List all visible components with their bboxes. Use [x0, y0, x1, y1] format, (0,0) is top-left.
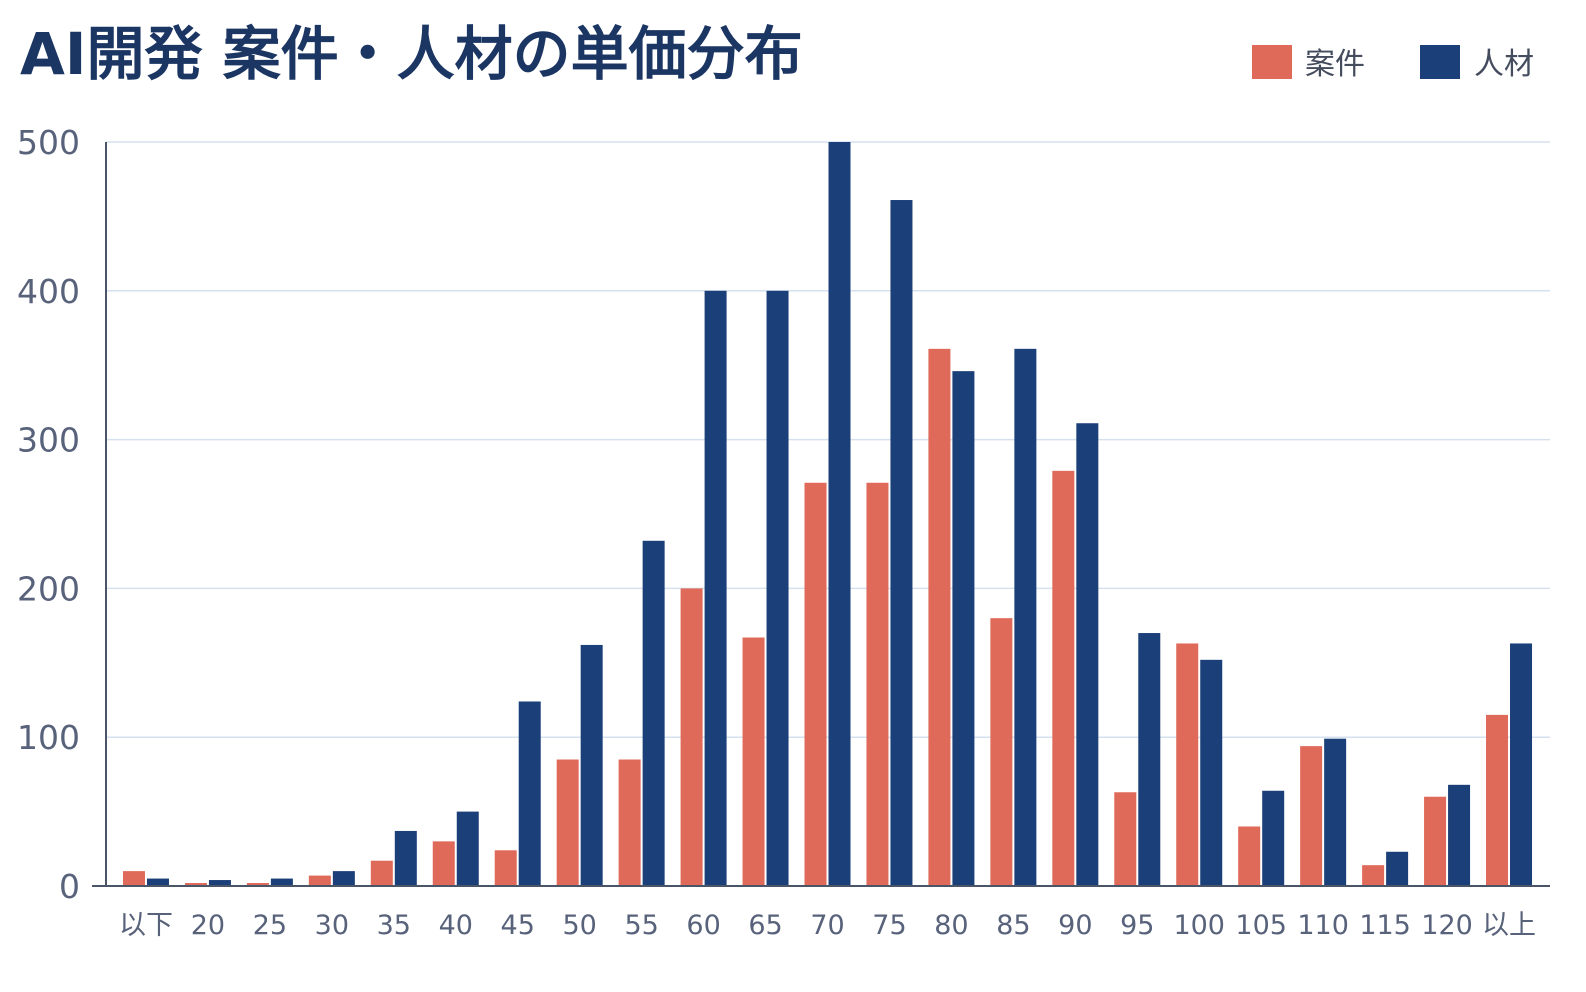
bar-案件-70	[804, 482, 827, 886]
bar-案件-115	[1362, 865, 1385, 886]
bar-案件-以上	[1486, 714, 1509, 886]
y-tick-label: 200	[17, 569, 80, 608]
bar-案件-50	[556, 759, 579, 886]
bar-人材-75	[890, 200, 913, 887]
bar-案件-65	[742, 637, 765, 886]
x-tick-label: 105	[1235, 910, 1287, 941]
bar-人材-100	[1200, 659, 1223, 886]
legend-label-人材: 人材	[1474, 47, 1534, 82]
x-tick-label: 85	[996, 910, 1030, 941]
bar-人材-45	[518, 701, 541, 886]
bar-人材-115	[1386, 851, 1409, 886]
x-tick-label: 100	[1173, 910, 1225, 941]
x-tick-label: 以上	[1482, 910, 1536, 941]
chart-title: AI開発 案件・人材の単価分布	[20, 20, 803, 88]
bar-人材-50	[580, 644, 603, 886]
bar-案件-20	[184, 883, 207, 886]
x-tick-label: 50	[562, 910, 596, 941]
bar-人材-40	[456, 811, 479, 886]
bar-案件-25	[246, 883, 269, 886]
bar-案件-95	[1114, 792, 1137, 886]
x-tick-label: 90	[1058, 910, 1092, 941]
legend: 案件 人材	[1252, 45, 1534, 82]
bar-人材-30	[332, 871, 355, 886]
bar-案件-60	[680, 588, 703, 886]
bars	[122, 142, 1533, 887]
x-tick-label: 30	[315, 910, 349, 941]
bar-人材-25	[270, 878, 293, 886]
x-tick-label: 45	[501, 910, 535, 941]
bar-人材-35	[394, 830, 417, 886]
bar-案件-110	[1300, 746, 1323, 886]
x-tick-label: 80	[934, 910, 968, 941]
bar-案件-90	[1052, 470, 1075, 886]
x-axis-ticks: 以下 20 25 30 35 40 45 50 55 60 65 70 75 80 85 90 95 100 105…	[119, 910, 1536, 941]
bar-人材-以下	[146, 878, 169, 886]
bar-案件-75	[866, 482, 889, 886]
x-tick-label: 60	[686, 910, 720, 941]
legend-swatch-人材	[1420, 45, 1460, 79]
x-tick-label: 75	[872, 910, 906, 941]
legend-label-案件: 案件	[1305, 47, 1365, 82]
x-tick-label: 40	[439, 910, 473, 941]
bar-案件-40	[432, 841, 455, 886]
bar-人材-105	[1262, 790, 1285, 886]
bar-人材-55	[642, 540, 665, 886]
bar-人材-20	[208, 880, 231, 886]
x-tick-label: 以下	[119, 910, 173, 941]
bar-案件-55	[618, 759, 641, 886]
bar-案件-以下	[122, 871, 145, 886]
bar-案件-100	[1176, 643, 1199, 886]
bar-人材-95	[1138, 633, 1161, 886]
y-tick-label: 300	[17, 421, 80, 460]
x-tick-label: 115	[1359, 910, 1411, 941]
bar-人材-120	[1448, 784, 1471, 886]
y-tick-label: 400	[17, 272, 80, 311]
bar-案件-120	[1424, 796, 1447, 886]
bar-案件-35	[370, 860, 393, 886]
bar-人材-80	[952, 371, 975, 887]
y-tick-label: 500	[17, 123, 80, 162]
x-tick-label: 20	[191, 910, 225, 941]
legend-swatch-案件	[1252, 45, 1292, 79]
bar-人材-60	[704, 290, 727, 886]
bar-人材-以上	[1510, 643, 1533, 886]
x-tick-label: 35	[377, 910, 411, 941]
bar-人材-70	[828, 142, 851, 886]
bar-案件-45	[494, 850, 517, 886]
x-tick-label: 25	[253, 910, 287, 941]
bar-案件-105	[1238, 826, 1261, 886]
bar-人材-90	[1076, 423, 1099, 886]
bar-人材-65	[766, 290, 789, 886]
bar-案件-30	[308, 875, 331, 886]
bar-人材-110	[1324, 738, 1347, 886]
bar-案件-85	[990, 618, 1013, 886]
x-tick-label: 70	[810, 910, 844, 941]
x-tick-label: 55	[624, 910, 658, 941]
y-tick-label: 0	[59, 867, 80, 906]
x-tick-label: 120	[1421, 910, 1473, 941]
x-tick-label: 110	[1297, 910, 1349, 941]
bar-案件-80	[928, 348, 951, 886]
y-axis-ticks: 0 100 200 300 400 500	[17, 123, 80, 906]
grid	[106, 141, 1550, 738]
x-tick-label: 95	[1120, 910, 1154, 941]
x-tick-label: 65	[748, 910, 782, 941]
y-tick-label: 100	[17, 718, 80, 757]
bar-人材-85	[1014, 348, 1037, 886]
